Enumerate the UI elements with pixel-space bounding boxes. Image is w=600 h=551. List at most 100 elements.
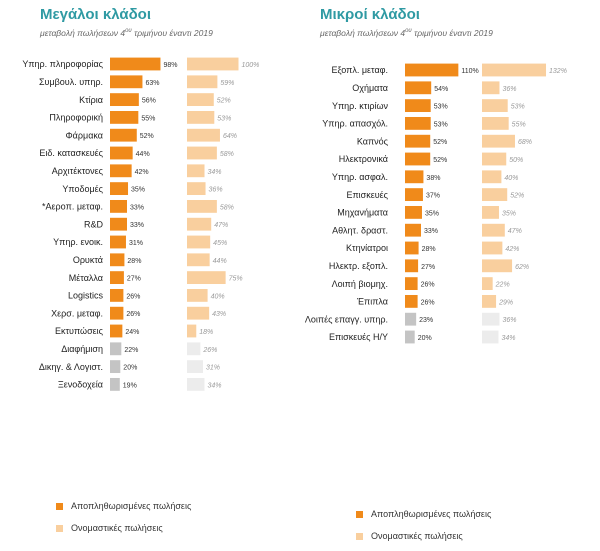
bar-nominal [482, 134, 515, 148]
bar-nominal [187, 342, 201, 356]
category-label: R&D [84, 219, 104, 229]
data-label-nominal: 58% [220, 151, 234, 158]
data-label-deflated: 35% [131, 187, 145, 194]
bar-deflated [405, 241, 419, 255]
data-label-nominal: 64% [223, 133, 237, 140]
legend-label: Αποπληθωρισμένες πωλήσεις [371, 509, 492, 519]
data-label-deflated: 98% [163, 62, 177, 69]
data-label-nominal: 40% [504, 175, 518, 182]
bar-nominal [187, 253, 210, 267]
category-label: Υπηρ. απασχόλ. [322, 119, 388, 129]
bar-deflated [110, 217, 127, 231]
bar-nominal [482, 294, 497, 308]
category-label: Πληροφορική [49, 113, 103, 123]
data-label-deflated: 28% [422, 246, 436, 253]
category-label: Κτίρια [79, 95, 103, 105]
data-label-nominal: 29% [498, 299, 513, 306]
data-label-deflated: 42% [135, 169, 149, 176]
legend-label: Ονομαστικές πωλήσεις [71, 523, 163, 533]
bar-deflated [405, 81, 432, 95]
data-label-nominal: 75% [229, 276, 243, 283]
bar-nominal [187, 110, 215, 124]
data-label-nominal: 35% [502, 210, 516, 217]
category-label: Ηλεκτρονικά [339, 154, 388, 164]
category-label: *Αερoπ. μεταφ. [42, 202, 103, 212]
category-label: Συμβουλ. υπηρ. [39, 77, 103, 87]
bar-deflated [405, 223, 422, 237]
data-label-nominal: 59% [220, 80, 234, 87]
data-label-nominal: 47% [508, 228, 522, 235]
data-label-deflated: 33% [130, 222, 144, 229]
category-label: Ειδ. κατασκευές [39, 148, 103, 158]
bar-nominal [187, 217, 212, 231]
data-label-nominal: 100% [242, 62, 260, 69]
bar-deflated [110, 57, 161, 71]
data-label-nominal: 52% [510, 193, 524, 200]
data-label-deflated: 37% [426, 193, 440, 200]
category-label: Επισκευές Η/Υ [329, 332, 388, 342]
data-label-nominal: 42% [505, 246, 519, 253]
bar-deflated [110, 360, 121, 374]
category-label: Εκτυπώσεις [55, 326, 104, 336]
data-label-nominal: 34% [208, 169, 222, 176]
bar-deflated [110, 377, 120, 391]
category-label: Υπηρ. ασφαλ. [332, 172, 388, 182]
category-label: Εξοπλ. μεταφ. [331, 65, 388, 75]
bar-nominal [482, 99, 508, 113]
bar-deflated [110, 306, 124, 320]
legend-nominal: Ονομαστικές πωλήσεις [356, 531, 463, 541]
data-label-deflated: 33% [424, 228, 438, 235]
category-label: Λοιπή βιομηχ. [332, 279, 388, 289]
bar-nominal [482, 223, 505, 237]
bar-deflated [110, 342, 122, 356]
category-label: Αρχιτέκτονες [52, 166, 104, 176]
data-label-deflated: 38% [426, 175, 440, 182]
data-label-deflated: 52% [140, 133, 154, 140]
category-label: Χερσ. μεταφ. [51, 308, 103, 318]
category-label: Φάρμακα [66, 130, 104, 140]
bar-nominal [187, 377, 205, 391]
bar-deflated [110, 182, 129, 196]
data-label-nominal: 53% [511, 104, 525, 111]
category-label: Επισκευές [346, 190, 388, 200]
bar-nominal [187, 235, 211, 249]
data-label-nominal: 53% [217, 115, 231, 122]
data-label-nominal: 45% [213, 240, 227, 247]
data-label-nominal: 36% [209, 187, 223, 194]
bar-deflated [110, 164, 132, 178]
legend-swatch-orange [356, 510, 363, 518]
bar-nominal [187, 271, 226, 285]
data-label-nominal: 132% [549, 68, 567, 75]
bar-nominal [187, 360, 203, 374]
data-label-nominal: 52% [217, 98, 231, 105]
legend-swatch-orange [56, 502, 63, 510]
data-label-nominal: 58% [220, 204, 234, 211]
bar-deflated [110, 146, 133, 160]
bar-chart-large-sectors: Υπηρ. πληροφορίας 98% 100% Συμβουλ. υπηρ. 63… [22, 57, 260, 391]
data-label-nominal: 55% [512, 121, 526, 128]
category-label: Ξενοδοχεία [58, 380, 103, 390]
bar-nominal [187, 57, 239, 71]
bar-nominal [482, 241, 503, 255]
bar-nominal [482, 277, 493, 291]
data-label-nominal: 26% [202, 347, 217, 354]
right-panel: Μικροί κλάδοι μεταβολή πωλήσεων 4ου τριμ… [300, 0, 600, 551]
data-label-deflated: 56% [142, 98, 156, 105]
data-label-deflated: 27% [421, 264, 435, 271]
category-label: Μηχανήματα [337, 208, 388, 218]
bar-chart-small-sectors: Εξοπλ. μεταφ. 110% 132% Οχήματα 54% 36% Υπηρ. … [305, 63, 567, 344]
data-label-deflated: 24% [125, 329, 139, 336]
bar-nominal [482, 188, 508, 202]
bar-nominal [187, 199, 217, 213]
data-label-deflated: 20% [123, 365, 137, 372]
data-label-deflated: 26% [421, 282, 435, 289]
left-panel: Μεγάλοι κλάδοι μεταβολή πωλήσεων 4ου τρι… [22, 6, 260, 533]
legend-deflated: Αποπληθωρισμένες πωλήσεις [56, 501, 191, 511]
data-label-nominal: 36% [502, 86, 516, 93]
data-label-nominal: 44% [213, 258, 227, 265]
bar-nominal [482, 116, 509, 130]
category-label: Υποδομές [62, 184, 103, 194]
data-label-deflated: 28% [127, 258, 141, 265]
data-label-nominal: 43% [212, 311, 226, 318]
bar-deflated [405, 312, 417, 326]
